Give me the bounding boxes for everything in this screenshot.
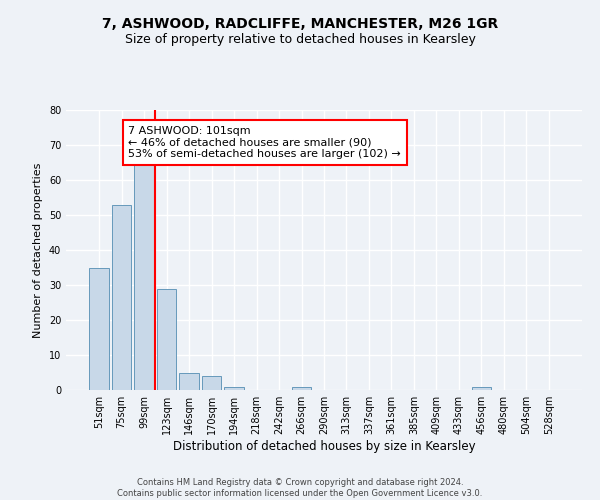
X-axis label: Distribution of detached houses by size in Kearsley: Distribution of detached houses by size … [173,440,475,453]
Text: 7 ASHWOOD: 101sqm
← 46% of detached houses are smaller (90)
53% of semi-detached: 7 ASHWOOD: 101sqm ← 46% of detached hous… [128,126,401,159]
Bar [472,386,491,390]
Text: Size of property relative to detached houses in Kearsley: Size of property relative to detached ho… [125,32,475,46]
Bar [179,372,199,390]
Bar [89,268,109,390]
Bar [224,386,244,390]
Bar [134,159,154,390]
Bar [202,376,221,390]
Text: Contains HM Land Registry data © Crown copyright and database right 2024.
Contai: Contains HM Land Registry data © Crown c… [118,478,482,498]
Bar [112,204,131,390]
Y-axis label: Number of detached properties: Number of detached properties [33,162,43,338]
Text: 7, ASHWOOD, RADCLIFFE, MANCHESTER, M26 1GR: 7, ASHWOOD, RADCLIFFE, MANCHESTER, M26 1… [102,18,498,32]
Bar [292,386,311,390]
Bar [157,288,176,390]
